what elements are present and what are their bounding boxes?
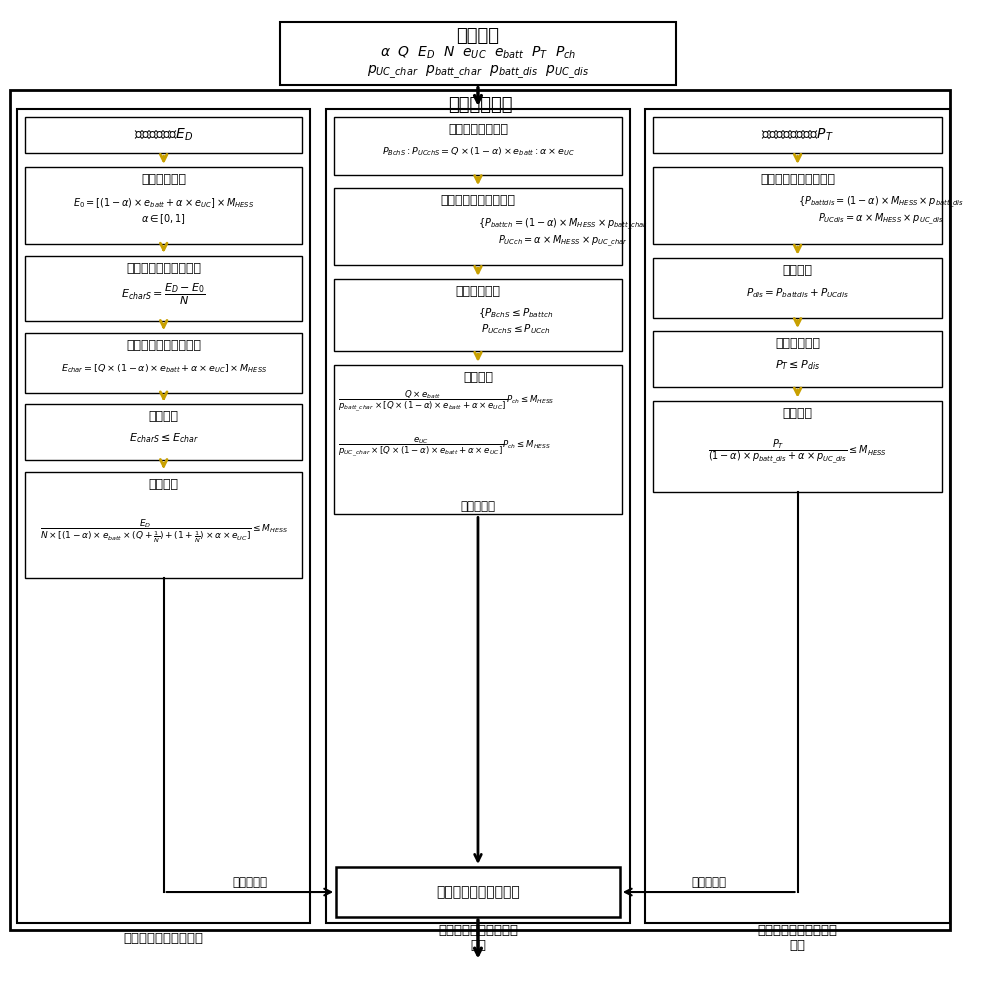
Bar: [17, 109, 310, 923]
Bar: [653, 331, 942, 387]
Text: $\alpha$  $Q$  $E_D$  $N$  $e_{UC}$  $e_{batt}$  $P_T$  $P_{ch}$: $\alpha$ $Q$ $E_D$ $N$ $e_{UC}$ $e_{batt…: [380, 45, 577, 61]
Text: $E_0=[(1-\alpha)\times e_{batt}+\alpha\times e_{UC}]\times M_{HESS}$
$\alpha\in[: $E_0=[(1-\alpha)\times e_{batt}+\alpha\t…: [73, 196, 254, 226]
Text: $P_{BchS}:P_{UCchS}=Q\times(1-\alpha)\times e_{batt}:\alpha\times e_{UC}$: $P_{BchS}:P_{UCchS}=Q\times(1-\alpha)\ti…: [382, 145, 575, 158]
Text: 计算初始能量: 计算初始能量: [141, 173, 186, 186]
Bar: [280, 22, 676, 85]
Bar: [334, 188, 622, 265]
Bar: [334, 117, 622, 175]
Text: 边界条件: 边界条件: [782, 407, 812, 420]
Text: 边界条件: 边界条件: [463, 371, 493, 384]
Text: 计算每站平均充电能量: 计算每站平均充电能量: [126, 262, 201, 275]
Text: 记录边界值: 记录边界值: [691, 876, 727, 889]
Text: 提取牵引功率峰值$P_T$: 提取牵引功率峰值$P_T$: [761, 127, 834, 143]
Text: $\dfrac{E_D}{N\times[(1-\alpha)\times e_{batt}\times(Q+\frac{1}{N})+(1+\frac{1}{: $\dfrac{E_D}{N\times[(1-\alpha)\times e_…: [40, 517, 288, 545]
Text: $\dfrac{P_T}{(1-\alpha)\times p_{batt\_dis}+\alpha\times p_{UC\_dis}}\leq M_{HES: $\dfrac{P_T}{(1-\alpha)\times p_{batt\_d…: [708, 438, 887, 466]
Bar: [653, 117, 942, 153]
Text: 计算充电功率峰值: 计算充电功率峰值: [448, 123, 508, 136]
Bar: [25, 404, 302, 460]
Bar: [645, 109, 950, 923]
Text: 计算每站计划充电能量: 计算每站计划充电能量: [126, 339, 201, 352]
Text: $E_{char}=[Q\times(1-\alpha)\times e_{batt}+\alpha\times e_{UC}]\times M_{HESS}$: $E_{char}=[Q\times(1-\alpha)\times e_{ba…: [61, 362, 266, 375]
Text: $P_{dis}=P_{battdis}+P_{UCdis}$: $P_{dis}=P_{battdis}+P_{UCdis}$: [746, 286, 849, 300]
Text: $p_{UC\_char}$  $p_{batt\_char}$  $p_{batt\_dis}$  $p_{UC\_dis}$: $p_{UC\_char}$ $p_{batt\_char}$ $p_{batt…: [367, 64, 589, 81]
Bar: [653, 167, 942, 244]
Bar: [653, 401, 942, 492]
Text: 计算元件放电功率峰值: 计算元件放电功率峰值: [760, 173, 835, 186]
Text: 放电功率需求: 放电功率需求: [775, 337, 820, 350]
Bar: [334, 279, 622, 351]
Text: 放电功率需求下的边界
条件: 放电功率需求下的边界 条件: [757, 924, 838, 952]
Text: 边界条件: 边界条件: [149, 478, 179, 491]
Text: 放电功率: 放电功率: [782, 264, 812, 277]
Text: 能量需求: 能量需求: [149, 410, 179, 423]
Bar: [336, 867, 620, 917]
Text: $E_{charS}\leq E_{char}$: $E_{charS}\leq E_{char}$: [129, 431, 199, 445]
Text: $E_{charS}=\dfrac{E_D-E_0}{N}$: $E_{charS}=\dfrac{E_D-E_0}{N}$: [121, 282, 206, 307]
Text: 充电功率需求: 充电功率需求: [455, 285, 500, 298]
Text: $\dfrac{e_{UC}}{p_{UC\_char}\times[Q\times(1-\alpha)\times e_{batt}+\alpha\times: $\dfrac{e_{UC}}{p_{UC\_char}\times[Q\tim…: [338, 435, 551, 459]
Bar: [25, 117, 302, 153]
Bar: [25, 472, 302, 578]
Text: 提取牵引能耗$E_D$: 提取牵引能耗$E_D$: [134, 127, 194, 143]
Text: $\{P_{battdis}=(1-\alpha)\times M_{HESS}\times p_{batt\_dis}$
$P_{UCdis}=\alpha\: $\{P_{battdis}=(1-\alpha)\times M_{HESS}…: [797, 195, 963, 227]
Text: 充电功率需求下的边界
条件: 充电功率需求下的边界 条件: [438, 924, 518, 952]
Text: 输出记录的最大边界值: 输出记录的最大边界值: [436, 885, 520, 899]
Text: $P_T\leq P_{dis}$: $P_T\leq P_{dis}$: [775, 358, 820, 372]
Text: 记录边界值: 记录边界值: [233, 876, 267, 889]
Bar: [10, 90, 950, 930]
Text: 参数输入: 参数输入: [456, 27, 499, 45]
Text: $\{P_{BchS}\leq P_{battch}$
$P_{UCchS}\leq P_{UCch}$: $\{P_{BchS}\leq P_{battch}$ $P_{UCchS}\l…: [478, 306, 554, 336]
Bar: [653, 258, 942, 318]
Bar: [334, 365, 622, 514]
Text: $\{P_{battch}=(1-\alpha)\times M_{HESS}\times p_{batt\_char}$
$P_{UCch}=\alpha\t: $\{P_{battch}=(1-\alpha)\times M_{HESS}\…: [478, 216, 648, 249]
Bar: [326, 109, 629, 923]
Text: 记录边界值: 记录边界值: [460, 500, 495, 513]
Text: 边界条件计算: 边界条件计算: [447, 96, 512, 114]
Text: 计算元件充电功率峰值: 计算元件充电功率峰值: [440, 194, 516, 207]
Bar: [25, 167, 302, 244]
Text: $\dfrac{Q\times e_{batt}}{p_{batt\_char}\times[Q\times(1-\alpha)\times e_{batt}+: $\dfrac{Q\times e_{batt}}{p_{batt\_char}…: [338, 389, 555, 414]
Text: 能量需求下的边界条件: 能量需求下的边界条件: [123, 932, 204, 945]
Bar: [25, 333, 302, 393]
Bar: [25, 256, 302, 321]
